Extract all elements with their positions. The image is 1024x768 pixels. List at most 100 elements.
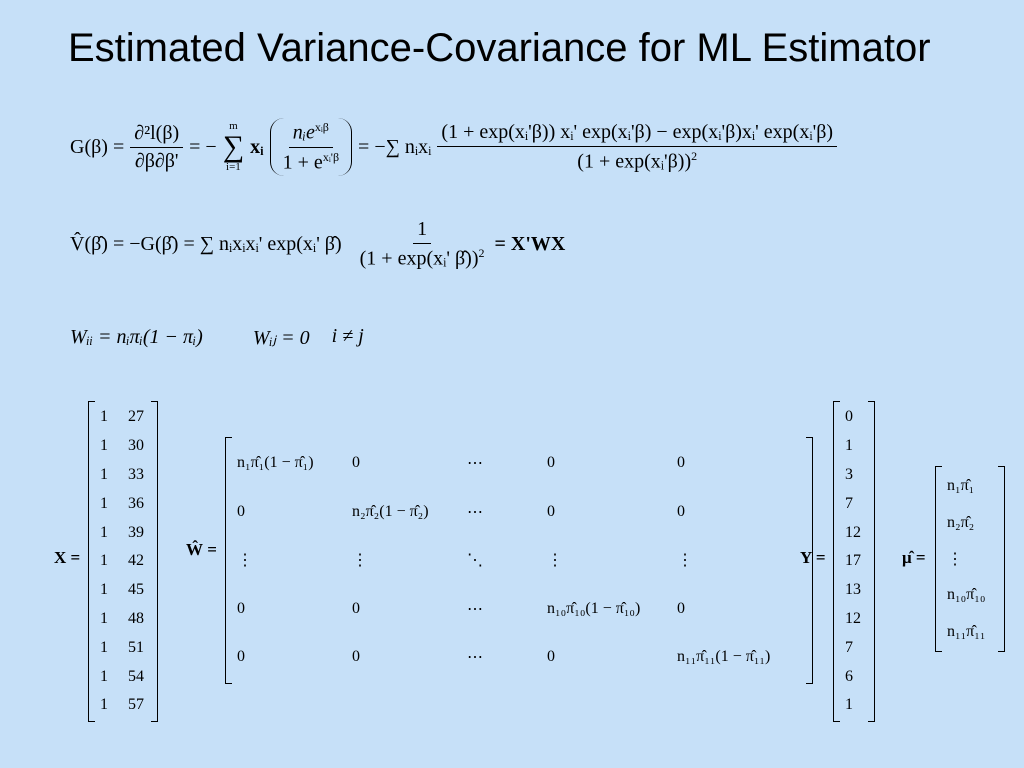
matrix-cell: 17 bbox=[845, 552, 861, 570]
matrix-cell: 1 bbox=[100, 494, 108, 512]
matrix-cell: 0 bbox=[352, 648, 360, 666]
matrix-cell: ⋮ bbox=[677, 552, 693, 570]
matrix-cell: 0 bbox=[352, 454, 360, 472]
matrix-cell: 7 bbox=[845, 638, 853, 656]
eq-text: i ≠ j bbox=[331, 325, 364, 347]
eq-text: = − bbox=[189, 135, 217, 158]
eq-text: 2 bbox=[478, 246, 485, 260]
matrix-label: μ̂ = bbox=[902, 548, 926, 567]
matrix-cell: 57 bbox=[128, 696, 144, 714]
eq-text: xᵢ bbox=[250, 135, 264, 158]
matrix-cell: 1 bbox=[100, 437, 108, 455]
matrix-cell: 33 bbox=[128, 465, 144, 483]
matrix-cell: 0 bbox=[677, 502, 685, 520]
eq-text: xᵢ'β bbox=[322, 149, 340, 164]
equation-weights: Wᵢᵢ = nᵢπᵢ(1 − πᵢ) Wᵢⱼ = 0 i ≠ j bbox=[70, 325, 364, 350]
matrix-cell: 1 bbox=[100, 638, 108, 656]
matrix-cell: ⋯ bbox=[467, 600, 483, 618]
matrix-cell: 7 bbox=[845, 494, 853, 512]
eq-text: ∑ bbox=[222, 130, 245, 164]
eq-text: (1 + exp(xᵢ' β̂)) bbox=[359, 247, 479, 270]
matrix-label: X = bbox=[54, 548, 81, 567]
matrix: 1 27 1 30 1 33 1 36 1 39 1 42 1 45 1 48 1 51 1 54 1 57 bbox=[88, 401, 158, 722]
eq-text: nᵢe bbox=[292, 121, 315, 144]
matrix-cell: 13 bbox=[845, 581, 861, 599]
eq-text: m bbox=[229, 120, 238, 133]
matrix-cell: 0 bbox=[237, 599, 245, 617]
matrix-cell: ⋮ bbox=[237, 552, 253, 570]
matrix-cell: n₁₁π̂₁₁ bbox=[947, 622, 986, 640]
fraction: ∂²l(β) ∂β∂β' bbox=[130, 122, 184, 173]
matrix-cell: 0 bbox=[237, 648, 245, 666]
matrix-cell: 12 bbox=[845, 609, 861, 627]
matrix-cell: 0 bbox=[237, 502, 245, 520]
matrix-cell: 1 bbox=[845, 437, 853, 455]
matrix-cell: 6 bbox=[845, 667, 853, 685]
matrix-cell: 54 bbox=[128, 667, 144, 685]
eq-text: Wᵢⱼ = 0 bbox=[252, 327, 310, 349]
matrix-cell: 0 bbox=[547, 502, 555, 520]
fraction: (1 + exp(xᵢ'β)) xᵢ' exp(xᵢ'β) − exp(xᵢ'β… bbox=[437, 121, 838, 174]
matrix-cell: 0 bbox=[547, 648, 555, 666]
eq-text: Wᵢᵢ = nᵢπᵢ(1 − πᵢ) bbox=[70, 326, 203, 348]
eq-text: (1 + exp(xᵢ'β)) xᵢ' exp(xᵢ'β) − exp(xᵢ'β… bbox=[437, 121, 838, 147]
matrix-cell: n₁₁π̂₁₁(1 − π̂₁₁) bbox=[677, 648, 771, 666]
matrix-cell: n₁π̂₁(1 − π̂₁) bbox=[237, 454, 314, 472]
matrix: 0 1 3 7 12 17 13 12 7 6 1 bbox=[833, 401, 875, 722]
matrix-cell: 0 bbox=[352, 599, 360, 617]
matrix-cell: 36 bbox=[128, 494, 144, 512]
matrix-cell: 0 bbox=[677, 454, 685, 472]
eq-text: xᵢβ bbox=[314, 120, 329, 134]
eq-text: 1 + e bbox=[282, 151, 323, 174]
equation-gradient: G(β) = ∂²l(β) ∂β∂β' = − m ∑ i=1 xᵢ nᵢexᵢβ 1 … bbox=[70, 118, 838, 177]
matrix-cell: 1 bbox=[100, 609, 108, 627]
matrix-cell: 39 bbox=[128, 523, 144, 541]
matrix-cell: 30 bbox=[128, 437, 144, 455]
matrix-cell: n₁π̂₁ bbox=[947, 477, 975, 495]
matrix-cell: 0 bbox=[547, 454, 555, 472]
matrix-label: Y = bbox=[800, 548, 826, 567]
eq-text: V̂(β̂) = −G(β̂) = ∑ nᵢxᵢxᵢ' exp(xᵢ' β̂) bbox=[70, 232, 342, 255]
eq-text: i=1 bbox=[226, 161, 241, 174]
eq-text: ∂β∂β' bbox=[134, 149, 179, 172]
matrix-cell: 48 bbox=[128, 609, 144, 627]
equation-variance: V̂(β̂) = −G(β̂) = ∑ nᵢxᵢxᵢ' exp(xᵢ' β̂) … bbox=[70, 218, 565, 271]
matrix-cell: 3 bbox=[845, 465, 853, 483]
matrix-cell: ⋮ bbox=[352, 552, 368, 570]
matrix-cell: ⋯ bbox=[467, 649, 483, 667]
matrix-cell: 1 bbox=[100, 696, 108, 714]
matrix-cell: 0 bbox=[845, 408, 853, 426]
matrix-cell: 0 bbox=[677, 599, 685, 617]
matrix-cell: ⋯ bbox=[467, 503, 483, 521]
matrix-cell: 1 bbox=[100, 667, 108, 685]
matrix-cell: 1 bbox=[100, 465, 108, 483]
matrix-cell: ⋯ bbox=[467, 455, 483, 473]
eq-text: (1 + exp(xᵢ'β)) bbox=[577, 150, 692, 173]
matrix-cell: 1 bbox=[100, 552, 108, 570]
title: Estimated Variance-Covariance for ML Est… bbox=[68, 26, 931, 70]
matrix-cell: 1 bbox=[845, 696, 853, 714]
fraction: 1 (1 + exp(xᵢ' β̂))2 bbox=[356, 218, 489, 271]
matrix-cell: 27 bbox=[128, 408, 144, 426]
matrix-cell: n₁₀π̂₁₀ bbox=[947, 586, 986, 604]
matrix: n₁π̂₁(1 − π̂₁) 0 ⋯ 0 0 0 n₂π̂₂(1 − π̂₂) ⋯ 0 0 ⋮ ⋮ ⋱ ⋮… bbox=[225, 437, 813, 684]
eq-text: ∂²l(β) bbox=[130, 122, 184, 148]
eq-text: = −∑ nᵢxᵢ bbox=[358, 135, 432, 158]
matrix-cell: ⋮ bbox=[547, 552, 563, 570]
matrix-cell: n₂π̂₂ bbox=[947, 513, 975, 531]
matrix-cell: ⋱ bbox=[467, 552, 483, 570]
eq-text: G(β) = bbox=[70, 135, 125, 158]
matrix-label: Ŵ = bbox=[186, 540, 217, 559]
paren: nᵢexᵢβ 1 + exᵢ'β bbox=[269, 118, 353, 177]
matrix-cell: 1 bbox=[100, 581, 108, 599]
matrix-cell: 51 bbox=[128, 638, 144, 656]
matrix-cell: 45 bbox=[128, 581, 144, 599]
matrix-cell: n₂π̂₂(1 − π̂₂) bbox=[352, 502, 429, 520]
matrix-cell: 1 bbox=[100, 408, 108, 426]
eq-text: 1 bbox=[413, 218, 432, 244]
matrix-cell: 42 bbox=[128, 552, 144, 570]
eq-text: 2 bbox=[691, 148, 698, 163]
eq-text: = X'WX bbox=[494, 232, 566, 255]
matrix-cell: 12 bbox=[845, 523, 861, 541]
